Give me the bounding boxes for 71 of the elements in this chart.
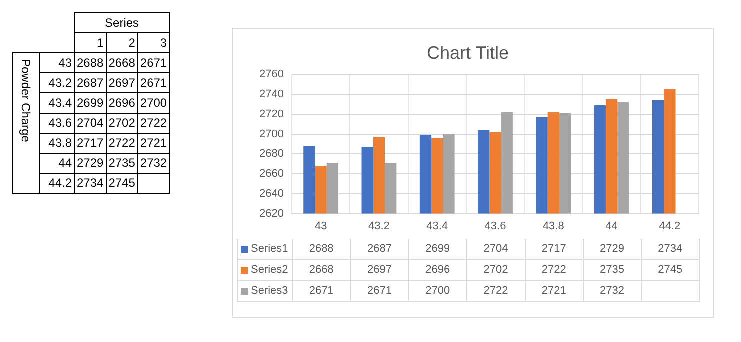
- data-label: 2696: [408, 260, 466, 281]
- data-label: 2671: [292, 281, 350, 302]
- y-tick-label: 2740: [260, 88, 284, 101]
- data-label: 2704: [466, 239, 525, 260]
- y-tick-label: 2660: [260, 168, 284, 180]
- y-tick-label: 2720: [260, 108, 284, 120]
- data-label: 2687: [74, 72, 106, 93]
- data-label: 2729: [582, 239, 641, 260]
- y-tick-label: 43.6: [40, 113, 74, 134]
- y-tick-label: 44: [40, 153, 74, 174]
- x-tick-label: 43: [314, 220, 328, 232]
- data-label: 2722: [138, 113, 170, 134]
- y-tick-label: 44.2: [40, 173, 74, 194]
- data-label: 2702: [466, 260, 525, 281]
- data-label: 2734: [74, 173, 106, 194]
- x-tick-label: 43.2: [368, 220, 390, 232]
- y-tick-label: 2620: [260, 208, 284, 220]
- data-label: 2700: [408, 281, 466, 302]
- data-label: 2699: [408, 239, 466, 260]
- y-tick-label: 43.2: [40, 72, 74, 93]
- data-label: 2735: [582, 260, 641, 281]
- data-label: 2721: [138, 133, 170, 154]
- x-tick-label: 43.8: [542, 220, 564, 232]
- data-label: 2688: [292, 239, 350, 260]
- y-tick-label: 43.8: [40, 133, 74, 154]
- data-label: 2745: [106, 173, 138, 194]
- data-label: 2722: [106, 133, 138, 154]
- data-label: 2732: [138, 153, 170, 174]
- data-label: 2699: [74, 92, 106, 114]
- legend-label: Series3: [237, 281, 292, 302]
- x-tick-label: 2: [106, 32, 138, 53]
- data-label: 2721: [524, 281, 583, 302]
- y-tick-label: 43.4: [40, 92, 74, 114]
- x-tick-label: 1: [74, 32, 106, 53]
- data-label: 2717: [74, 133, 106, 154]
- legend-label: Series2: [237, 260, 292, 281]
- data-label: 2700: [138, 92, 170, 114]
- x-tick-label: 44: [606, 220, 618, 232]
- data-label: 2704: [74, 113, 106, 134]
- chart-title: Chart Title: [426, 42, 510, 63]
- legend-label: Series1: [237, 239, 292, 260]
- data-label: 2729: [74, 153, 106, 174]
- data-label: 2735: [106, 153, 138, 174]
- data-label: 2722: [524, 260, 583, 281]
- data-label: 2722: [466, 281, 525, 302]
- data-label: 2688: [74, 52, 106, 73]
- x-tick-label: 3: [138, 32, 170, 53]
- data-label: 2696: [106, 92, 138, 114]
- data-label: 2697: [106, 72, 138, 93]
- y-tick-label: 43: [40, 52, 74, 73]
- y-axis-title: Powder Charge: [19, 59, 33, 142]
- data-label: 2702: [106, 113, 138, 134]
- data-label: 2671: [350, 281, 408, 302]
- data-label: 2687: [350, 239, 408, 260]
- x-axis-title: Series: [74, 12, 170, 33]
- data-label: 2745: [640, 260, 699, 281]
- y-tick-label: 2700: [260, 128, 284, 140]
- data-label: 2671: [138, 52, 170, 73]
- data-label: 2734: [640, 239, 699, 260]
- data-label: 2671: [138, 72, 170, 93]
- x-tick-label: 43.4: [426, 220, 448, 232]
- x-tick-label: 44.2: [659, 220, 681, 232]
- data-label: 2668: [292, 260, 350, 281]
- data-label: 2697: [350, 260, 408, 281]
- y-tick-label: 2760: [260, 68, 284, 81]
- data-label: 2732: [582, 281, 641, 302]
- y-tick-label: 2680: [260, 148, 284, 160]
- y-tick-label: 2640: [260, 188, 284, 200]
- data-label: 2668: [106, 52, 138, 73]
- data-label: 2717: [524, 239, 583, 260]
- x-tick-label: 43.6: [484, 220, 506, 232]
